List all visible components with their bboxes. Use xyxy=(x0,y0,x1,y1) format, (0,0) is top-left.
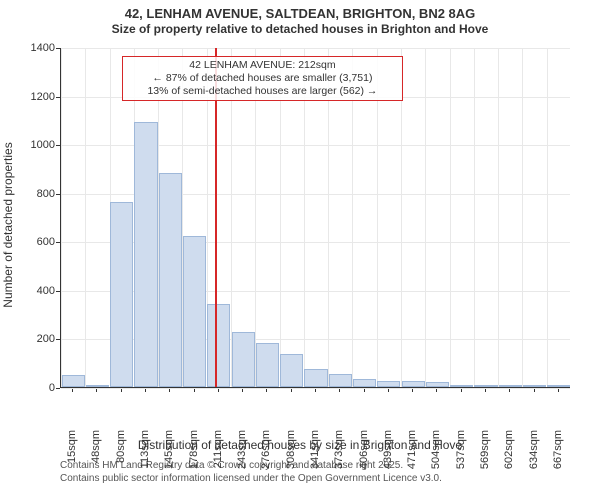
gridline xyxy=(61,48,570,49)
x-tick-label: 80sqm xyxy=(115,430,127,490)
annotation-box: 42 LENHAM AVENUE: 212sqm← 87% of detache… xyxy=(122,56,403,101)
histogram-bar xyxy=(86,385,109,387)
x-tick-label: 113sqm xyxy=(139,430,151,490)
x-tick-label: 276sqm xyxy=(260,430,272,490)
histogram-bar xyxy=(402,381,425,387)
histogram-bar xyxy=(450,385,473,387)
chart-title: 42, LENHAM AVENUE, SALTDEAN, BRIGHTON, B… xyxy=(0,6,600,21)
histogram-bar xyxy=(377,381,400,387)
plot-area: 42 LENHAM AVENUE: 212sqm← 87% of detache… xyxy=(60,48,570,388)
x-tick-label: 471sqm xyxy=(406,430,418,490)
histogram-bar xyxy=(232,332,255,387)
y-tick-label: 600 xyxy=(15,236,55,248)
histogram-bar xyxy=(159,173,182,387)
vertical-gridline xyxy=(85,48,86,387)
y-tick-mark xyxy=(56,97,60,98)
vertical-gridline xyxy=(498,48,499,387)
x-tick-label: 341sqm xyxy=(309,430,321,490)
x-tick-label: 48sqm xyxy=(90,430,102,490)
histogram-bar xyxy=(62,375,85,387)
vertical-gridline xyxy=(450,48,451,387)
y-tick-mark xyxy=(56,242,60,243)
vertical-gridline xyxy=(522,48,523,387)
y-tick-label: 400 xyxy=(15,285,55,297)
histogram-bar xyxy=(499,385,522,387)
gridline xyxy=(61,388,570,389)
chart-subtitle: Size of property relative to detached ho… xyxy=(0,22,600,36)
x-tick-label: 569sqm xyxy=(479,430,491,490)
y-tick-label: 1000 xyxy=(15,139,55,151)
annotation-line: 13% of semi-detached houses are larger (… xyxy=(127,85,398,98)
histogram-bar xyxy=(426,382,449,387)
vertical-gridline xyxy=(61,48,62,387)
histogram-bar xyxy=(523,385,546,387)
vertical-gridline xyxy=(547,48,548,387)
y-tick-mark xyxy=(56,48,60,49)
histogram-bar xyxy=(256,343,279,387)
x-tick-label: 211sqm xyxy=(212,430,224,490)
x-tick-label: 178sqm xyxy=(188,430,200,490)
y-tick-mark xyxy=(56,388,60,389)
x-tick-label: 308sqm xyxy=(285,430,297,490)
annotation-line: ← 87% of detached houses are smaller (3,… xyxy=(127,72,398,85)
x-tick-label: 634sqm xyxy=(528,430,540,490)
x-tick-label: 667sqm xyxy=(552,430,564,490)
x-tick-label: 537sqm xyxy=(455,430,467,490)
histogram-bar xyxy=(474,385,497,387)
x-tick-label: 602sqm xyxy=(503,430,515,490)
x-tick-label: 406sqm xyxy=(358,430,370,490)
y-tick-mark xyxy=(56,194,60,195)
histogram-bar xyxy=(304,369,327,387)
x-tick-label: 373sqm xyxy=(333,430,345,490)
y-tick-label: 1200 xyxy=(15,91,55,103)
y-tick-label: 800 xyxy=(15,188,55,200)
histogram-bar xyxy=(547,385,570,387)
histogram-bar xyxy=(280,354,303,387)
y-axis-label: Number of detached properties xyxy=(1,142,15,307)
histogram-bar xyxy=(134,122,157,387)
x-tick-label: 504sqm xyxy=(430,430,442,490)
histogram-bar xyxy=(353,379,376,388)
y-tick-mark xyxy=(56,145,60,146)
histogram-bar xyxy=(207,304,230,387)
histogram-bar xyxy=(183,236,206,387)
vertical-gridline xyxy=(425,48,426,387)
x-tick-label: 15sqm xyxy=(66,430,78,490)
x-tick-label: 243sqm xyxy=(236,430,248,490)
y-tick-label: 200 xyxy=(15,333,55,345)
y-tick-mark xyxy=(56,291,60,292)
histogram-bar xyxy=(110,202,133,387)
y-tick-label: 0 xyxy=(15,382,55,394)
y-tick-mark xyxy=(56,339,60,340)
annotation-line: 42 LENHAM AVENUE: 212sqm xyxy=(127,59,398,72)
y-tick-label: 1400 xyxy=(15,42,55,54)
x-tick-label: 439sqm xyxy=(382,430,394,490)
vertical-gridline xyxy=(474,48,475,387)
x-tick-label: 145sqm xyxy=(163,430,175,490)
chart-container: 42, LENHAM AVENUE, SALTDEAN, BRIGHTON, B… xyxy=(0,0,600,500)
histogram-bar xyxy=(329,374,352,387)
